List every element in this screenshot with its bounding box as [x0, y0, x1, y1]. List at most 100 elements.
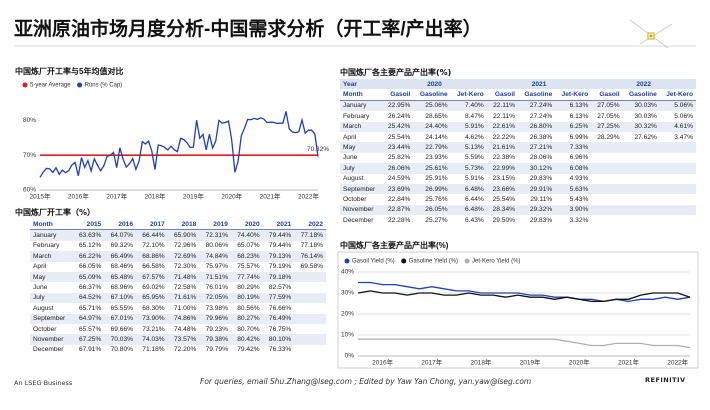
table-cell: 69.58%	[300, 263, 323, 271]
table-cell: 77.18%	[300, 232, 323, 240]
table-cell: 71.51%	[205, 273, 228, 281]
table-row: August 65.71% 65.55% 68.30% 71.00% 73.98% 80.5…	[30, 303, 326, 313]
table-cell: 3.90%	[569, 206, 589, 214]
legend-swatch	[22, 82, 28, 88]
table-cell: January	[33, 232, 57, 240]
y-tick-label: 80%	[23, 117, 36, 124]
table-cell: June	[343, 154, 358, 162]
table-cell: October	[343, 195, 367, 203]
empty-cell	[660, 184, 696, 194]
table-cell: 22.61%	[492, 123, 515, 131]
empty-cell	[660, 174, 696, 184]
table-cell: 68.30%	[142, 304, 165, 312]
table-cell: March	[33, 252, 52, 260]
column-header: 2022	[308, 220, 323, 228]
table-cell: 76.14%	[300, 252, 323, 260]
table-cell: 22.79%	[425, 144, 448, 152]
table-cell: 24.14%	[425, 133, 448, 141]
table-cell: 65.90%	[173, 232, 197, 240]
legend-label: Jet-Kero Yield (%)	[472, 259, 520, 265]
table-cell: February	[33, 242, 60, 250]
header-row: Year 2020 2021 2022	[340, 79, 696, 90]
table-row: April 66.05% 68.46% 66.58% 72.30% 75.97% 75.57…	[30, 262, 326, 272]
table-row: June 66.37% 68.96% 69.02% 72.58% 76.01% 80.29%…	[30, 282, 326, 292]
table-cell: April	[33, 263, 47, 271]
table-row: October 22.84% 25.76% 6.44% 25.54% 29.11% 5.43…	[340, 194, 696, 204]
table-cell: 30.32%	[634, 123, 657, 131]
table-cell: 76.49%	[268, 315, 292, 323]
table-cell: 73.90%	[142, 315, 165, 323]
table-cell: 82.57%	[268, 284, 292, 292]
table-cell: 3.47%	[674, 133, 693, 141]
table-cell: 67.57%	[142, 273, 165, 281]
table-cell: 76.66%	[268, 304, 292, 312]
empty-cell	[591, 153, 622, 163]
table-row: December 22.28% 25.27% 6.43% 29.50% 29.83% 3.3…	[340, 215, 696, 225]
table-cell: 72.05%	[205, 294, 228, 302]
column-header: 2021	[276, 220, 292, 228]
table-cell: 77.18%	[300, 242, 323, 250]
table-row: February 65.12% 69.32% 72.10% 72.96% 80.06% 65…	[30, 241, 326, 251]
chart-title: 中国炼厂开工率与5年均值对比	[15, 66, 123, 76]
table-title: 中国炼厂开工率（%）	[15, 208, 96, 217]
table-cell: 64.97%	[78, 315, 102, 323]
table-cell: 74.03%	[142, 335, 165, 343]
empty-cell	[591, 215, 622, 225]
x-tick-label: 2015年	[30, 192, 51, 201]
y-tick-label: 20%	[341, 311, 354, 318]
series-line	[358, 338, 691, 349]
table-cell: 71.61%	[173, 294, 197, 302]
table-cell: 72.69%	[173, 252, 197, 260]
footer-center: For queries, email Shu.Zhang@lseg.com ; …	[200, 377, 532, 386]
x-tick-label: 2022年	[298, 192, 319, 201]
column-header: 2017	[149, 220, 165, 228]
table-cell: 77.74%	[237, 273, 260, 281]
table-cell: 26.38%	[529, 133, 553, 141]
table-cell: 72.10%	[142, 242, 165, 250]
empty-cell	[294, 345, 326, 355]
table-cell: 69.66%	[110, 325, 133, 333]
table-cell: January	[343, 102, 367, 110]
table-cell: 72.96%	[173, 242, 197, 250]
table-cell: 5.43%	[569, 195, 589, 203]
empty-cell	[623, 142, 660, 152]
footer-logo: REFINITIV	[645, 376, 686, 384]
table-cell: 73.21%	[142, 325, 165, 333]
decoration	[629, 19, 673, 49]
table-cell: 71.18%	[142, 346, 165, 354]
table-cell: 79.44%	[268, 232, 292, 240]
table-cell: 29.11%	[530, 195, 553, 203]
table-cell: 5.73%	[465, 164, 484, 172]
empty-cell	[294, 334, 326, 344]
table-cell: 66.37%	[78, 284, 102, 292]
table-cell: 72.30%	[173, 263, 197, 271]
legend-swatch	[464, 258, 470, 264]
table-cell: 80.42%	[237, 335, 260, 343]
table-cell: 30.03%	[634, 102, 657, 110]
table-cell: 29.32%	[529, 206, 553, 214]
table-cell: 23.93%	[425, 154, 448, 162]
column-header: Gasoil	[599, 91, 620, 99]
table-cell: 71.00%	[173, 304, 197, 312]
series-line	[358, 281, 691, 303]
annotation: 70.32%	[307, 146, 329, 153]
table-cell: 22.22%	[492, 133, 515, 141]
empty-cell	[660, 163, 696, 173]
table-cell: 22.11%	[493, 102, 515, 110]
empty-cell	[660, 205, 696, 215]
table-cell: 64.07%	[110, 232, 133, 240]
table-cell: 27.05%	[597, 102, 620, 110]
empty-cell	[660, 194, 696, 204]
empty-cell	[294, 282, 326, 292]
table-cell: 77.59%	[268, 294, 292, 302]
table-cell: 70.80%	[110, 346, 133, 354]
table-cell: 25.91%	[425, 175, 448, 183]
table-cell: 25.42%	[388, 123, 411, 131]
table-cell: 79.44%	[268, 242, 292, 250]
table-cell: May	[343, 144, 356, 152]
table-cell: 25.61%	[425, 164, 448, 172]
table-cell: 69.32%	[110, 242, 133, 250]
table-cell: 74.40%	[237, 232, 260, 240]
table-cell: July	[343, 164, 355, 172]
slide-title: 亚洲原油市场月度分析-中国需求分析（开工率/产出率）	[14, 19, 482, 40]
